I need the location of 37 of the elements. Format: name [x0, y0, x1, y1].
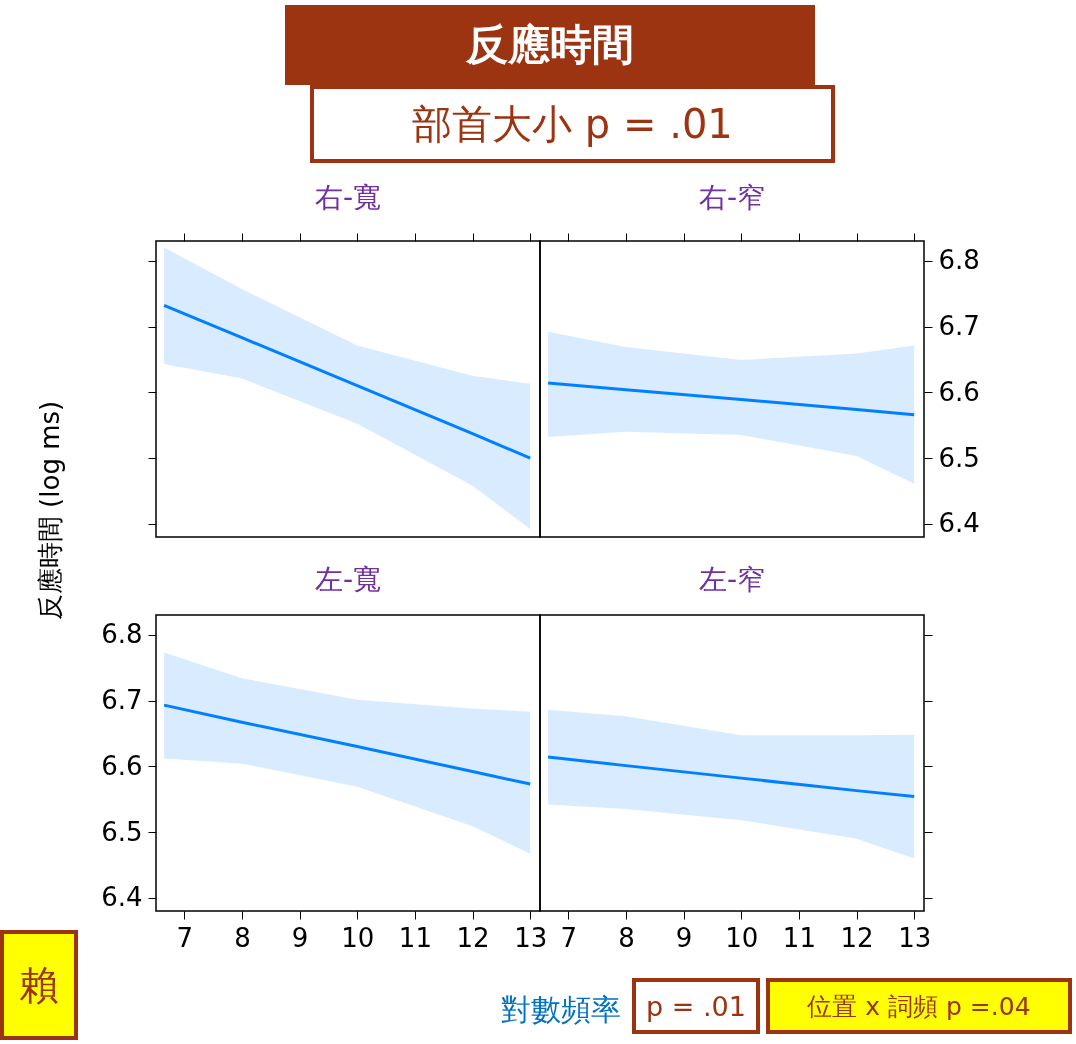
- x-tick-label: 13: [898, 922, 932, 953]
- x-tick-label: 12: [840, 922, 874, 953]
- y-tick-label: 6.7: [101, 685, 143, 716]
- x-tick-label: 10: [341, 922, 375, 953]
- line-series: [546, 381, 916, 417]
- y-axis-title: 反應時間 (log ms): [34, 400, 65, 621]
- x-tick-label: 13: [514, 922, 548, 953]
- text: 位置 x 詞頻 p =.04: [766, 978, 1072, 1034]
- y-tick-label: 6.6: [101, 750, 143, 781]
- text: 部首大小 p = .01: [310, 85, 835, 163]
- chart-title: 左-寬: [314, 563, 382, 596]
- chart-title: 右-寬: [314, 180, 382, 214]
- text: 反應時間: [285, 5, 815, 85]
- x-tick-label: 11: [398, 922, 432, 953]
- x-tick-label: 9: [291, 922, 309, 953]
- x-tick-label: 7: [560, 922, 578, 953]
- x-tick-label: 12: [456, 922, 490, 953]
- y-tick-label: 6.5: [938, 442, 980, 473]
- x-tick-label: 10: [725, 922, 759, 953]
- y-tick-label: 6.8: [938, 245, 980, 276]
- x-tick-label: 11: [782, 922, 816, 953]
- line-series: [162, 703, 532, 786]
- x-tick-label: 8: [618, 922, 635, 953]
- x-tick-label: 7: [176, 922, 194, 953]
- y-tick-label: 6.4: [101, 882, 143, 913]
- y-tick-label: 6.7: [938, 311, 980, 342]
- y-tick-label: 6.5: [101, 816, 143, 847]
- chart-title: 右-窄: [698, 180, 766, 214]
- chart-title: 左-窄: [698, 563, 766, 596]
- text: p = .01: [632, 978, 760, 1034]
- x-tick-label: 8: [234, 922, 251, 953]
- y-tick-label: 6.6: [938, 376, 980, 407]
- x-tick-label: 9: [675, 922, 693, 953]
- y-tick-label: 6.4: [938, 508, 980, 539]
- x-axis-title: 對數頻率: [500, 991, 621, 1027]
- y-tick-label: 6.8: [101, 619, 143, 650]
- text: 賴: [0, 930, 78, 1040]
